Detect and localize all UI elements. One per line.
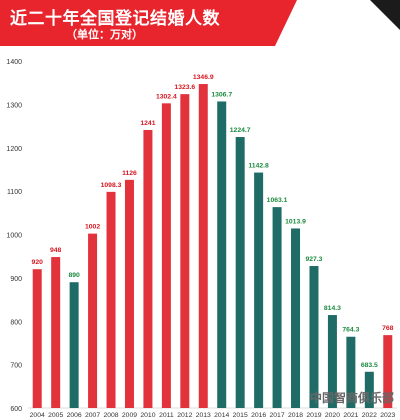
bar-2008 [106, 191, 116, 408]
bar-2017 [272, 207, 282, 408]
banner-tail [275, 0, 297, 46]
data-label-2004: 920 [32, 259, 44, 266]
bar-2014 [217, 101, 227, 408]
y-tick-label: 1300 [6, 102, 22, 109]
x-tick-label: 2004 [30, 412, 45, 419]
x-tick-label: 2017 [270, 412, 285, 419]
data-label-2010: 1241 [140, 120, 155, 127]
x-tick-label: 2011 [159, 412, 174, 419]
data-label-2019: 927.3 [305, 256, 322, 263]
bar-2013 [198, 84, 208, 408]
bar-2011 [161, 103, 171, 409]
chart-subtitle: （单位：万对） [66, 29, 143, 41]
bar-2015 [235, 137, 245, 408]
y-tick-label: 900 [10, 276, 22, 283]
x-tick-label: 2015 [233, 412, 248, 419]
bar-2004 [32, 269, 42, 408]
x-tick-label: 2013 [196, 412, 211, 419]
y-tick-label: 800 [10, 319, 22, 326]
bar-2022 [364, 371, 374, 408]
x-tick-label: 2009 [122, 412, 137, 419]
data-label-2017: 1063.1 [267, 197, 288, 204]
x-tick-label: 2023 [380, 412, 395, 419]
data-label-2012: 1323.6 [174, 84, 195, 91]
data-label-2009: 1126 [122, 170, 137, 177]
y-tick-label: 700 [10, 363, 22, 370]
y-tick-label: 1100 [7, 189, 22, 196]
data-label-2007: 1002 [85, 224, 100, 231]
y-tick-label: 1400 [6, 59, 22, 66]
bar-2006 [69, 282, 79, 408]
title-banner: 近二十年全国登记结婚人数 （单位：万对） [0, 0, 275, 46]
data-label-2005: 948 [50, 247, 62, 254]
bar-2012 [180, 94, 190, 409]
x-tick-label: 2019 [306, 412, 321, 419]
data-label-2008: 1098.3 [101, 182, 122, 189]
data-label-2016: 1142.8 [248, 163, 269, 170]
bar-2010 [143, 129, 153, 408]
data-label-2006: 890 [68, 272, 80, 279]
x-tick-label: 2007 [85, 412, 100, 419]
bar-2018 [291, 228, 301, 408]
data-label-2014: 1306.7 [211, 91, 232, 98]
x-tick-label: 2022 [362, 412, 377, 419]
bar-2019 [309, 266, 319, 408]
x-tick-label: 2006 [67, 412, 82, 419]
bar-2021 [346, 336, 356, 408]
bar-2009 [124, 179, 134, 408]
data-label-2023: 768 [382, 325, 394, 332]
corner-decoration [370, 0, 400, 30]
x-tick-label: 2008 [103, 412, 118, 419]
bar-2007 [88, 233, 98, 408]
bar-2020 [327, 315, 337, 408]
x-tick-label: 2005 [48, 412, 63, 419]
data-label-2013: 1346.9 [193, 74, 214, 81]
source-label: 中国智商俱乐部 [309, 391, 394, 405]
data-label-2018: 1013.9 [285, 218, 306, 225]
x-tick-label: 2012 [177, 412, 192, 419]
x-tick-label: 2020 [325, 412, 340, 419]
x-tick-label: 2016 [251, 412, 266, 419]
bar-2016 [254, 172, 264, 408]
y-tick-label: 1000 [6, 233, 22, 240]
data-label-2015: 1224.7 [230, 127, 251, 134]
x-tick-label: 2010 [140, 412, 155, 419]
y-tick-label: 600 [10, 406, 22, 413]
y-tick-label: 1200 [6, 146, 22, 153]
x-tick-label: 2018 [288, 412, 303, 419]
data-label-2020: 814.3 [324, 305, 341, 312]
x-tick-label: 2014 [214, 412, 229, 419]
bar-2005 [51, 257, 61, 408]
data-label-2011: 1302.4 [156, 93, 177, 100]
chart-title: 近二十年全国登记结婚人数 [10, 9, 220, 28]
data-label-2021: 764.3 [342, 327, 359, 334]
data-label-2022: 683.5 [361, 362, 378, 369]
bar-2023 [383, 335, 393, 408]
x-tick-label: 2021 [343, 412, 358, 419]
